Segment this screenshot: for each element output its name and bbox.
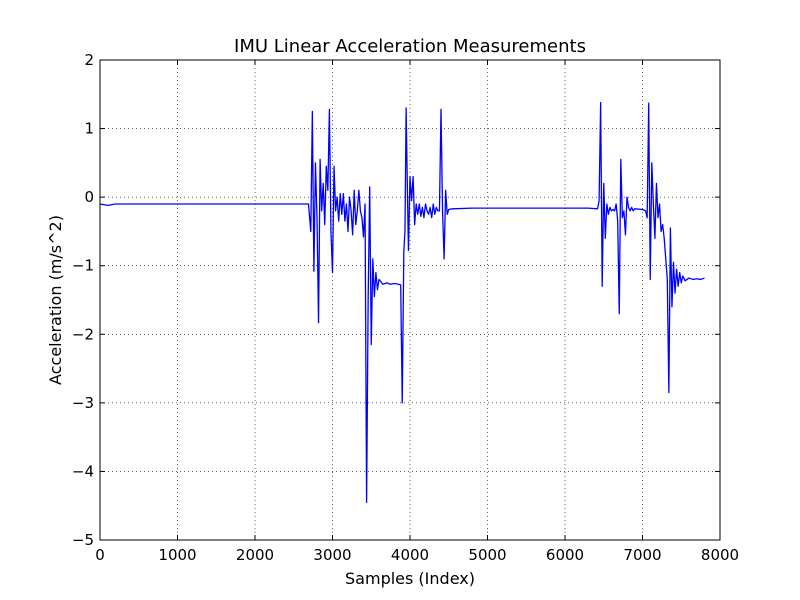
- x-tick-label: 5000: [468, 546, 506, 564]
- ticks: 0 1000 2000 3000 4000 5000 6000 7000 8000 −5 −4 −3 −…: [72, 51, 739, 564]
- chart-title: IMU Linear Acceleration Measurements: [234, 36, 586, 57]
- y-tick-label: 0: [84, 188, 94, 206]
- x-tick-label: 8000: [701, 546, 739, 564]
- x-tick-label: 2000: [236, 546, 274, 564]
- y-tick-label: −4: [72, 462, 94, 480]
- y-tick-label: 2: [84, 51, 94, 69]
- x-tick-label: 3000: [313, 546, 351, 564]
- series-layer: [100, 101, 705, 503]
- x-tick-label: 6000: [546, 546, 584, 564]
- x-tick-label: 0: [95, 546, 105, 564]
- y-tick-label: −1: [72, 257, 94, 275]
- y-tick-label: −3: [72, 394, 94, 412]
- x-tick-label: 7000: [623, 546, 661, 564]
- y-tick-label: 1: [84, 120, 94, 138]
- y-tick-label: −5: [72, 531, 94, 549]
- y-axis-label: Acceleration (m/s^2): [46, 215, 65, 385]
- x-tick-label: 4000: [391, 546, 429, 564]
- y-tick-label: −2: [72, 325, 94, 343]
- x-axis-label: Samples (Index): [345, 569, 475, 588]
- grid: [100, 60, 720, 540]
- series-line: [100, 101, 705, 503]
- x-tick-label: 1000: [158, 546, 196, 564]
